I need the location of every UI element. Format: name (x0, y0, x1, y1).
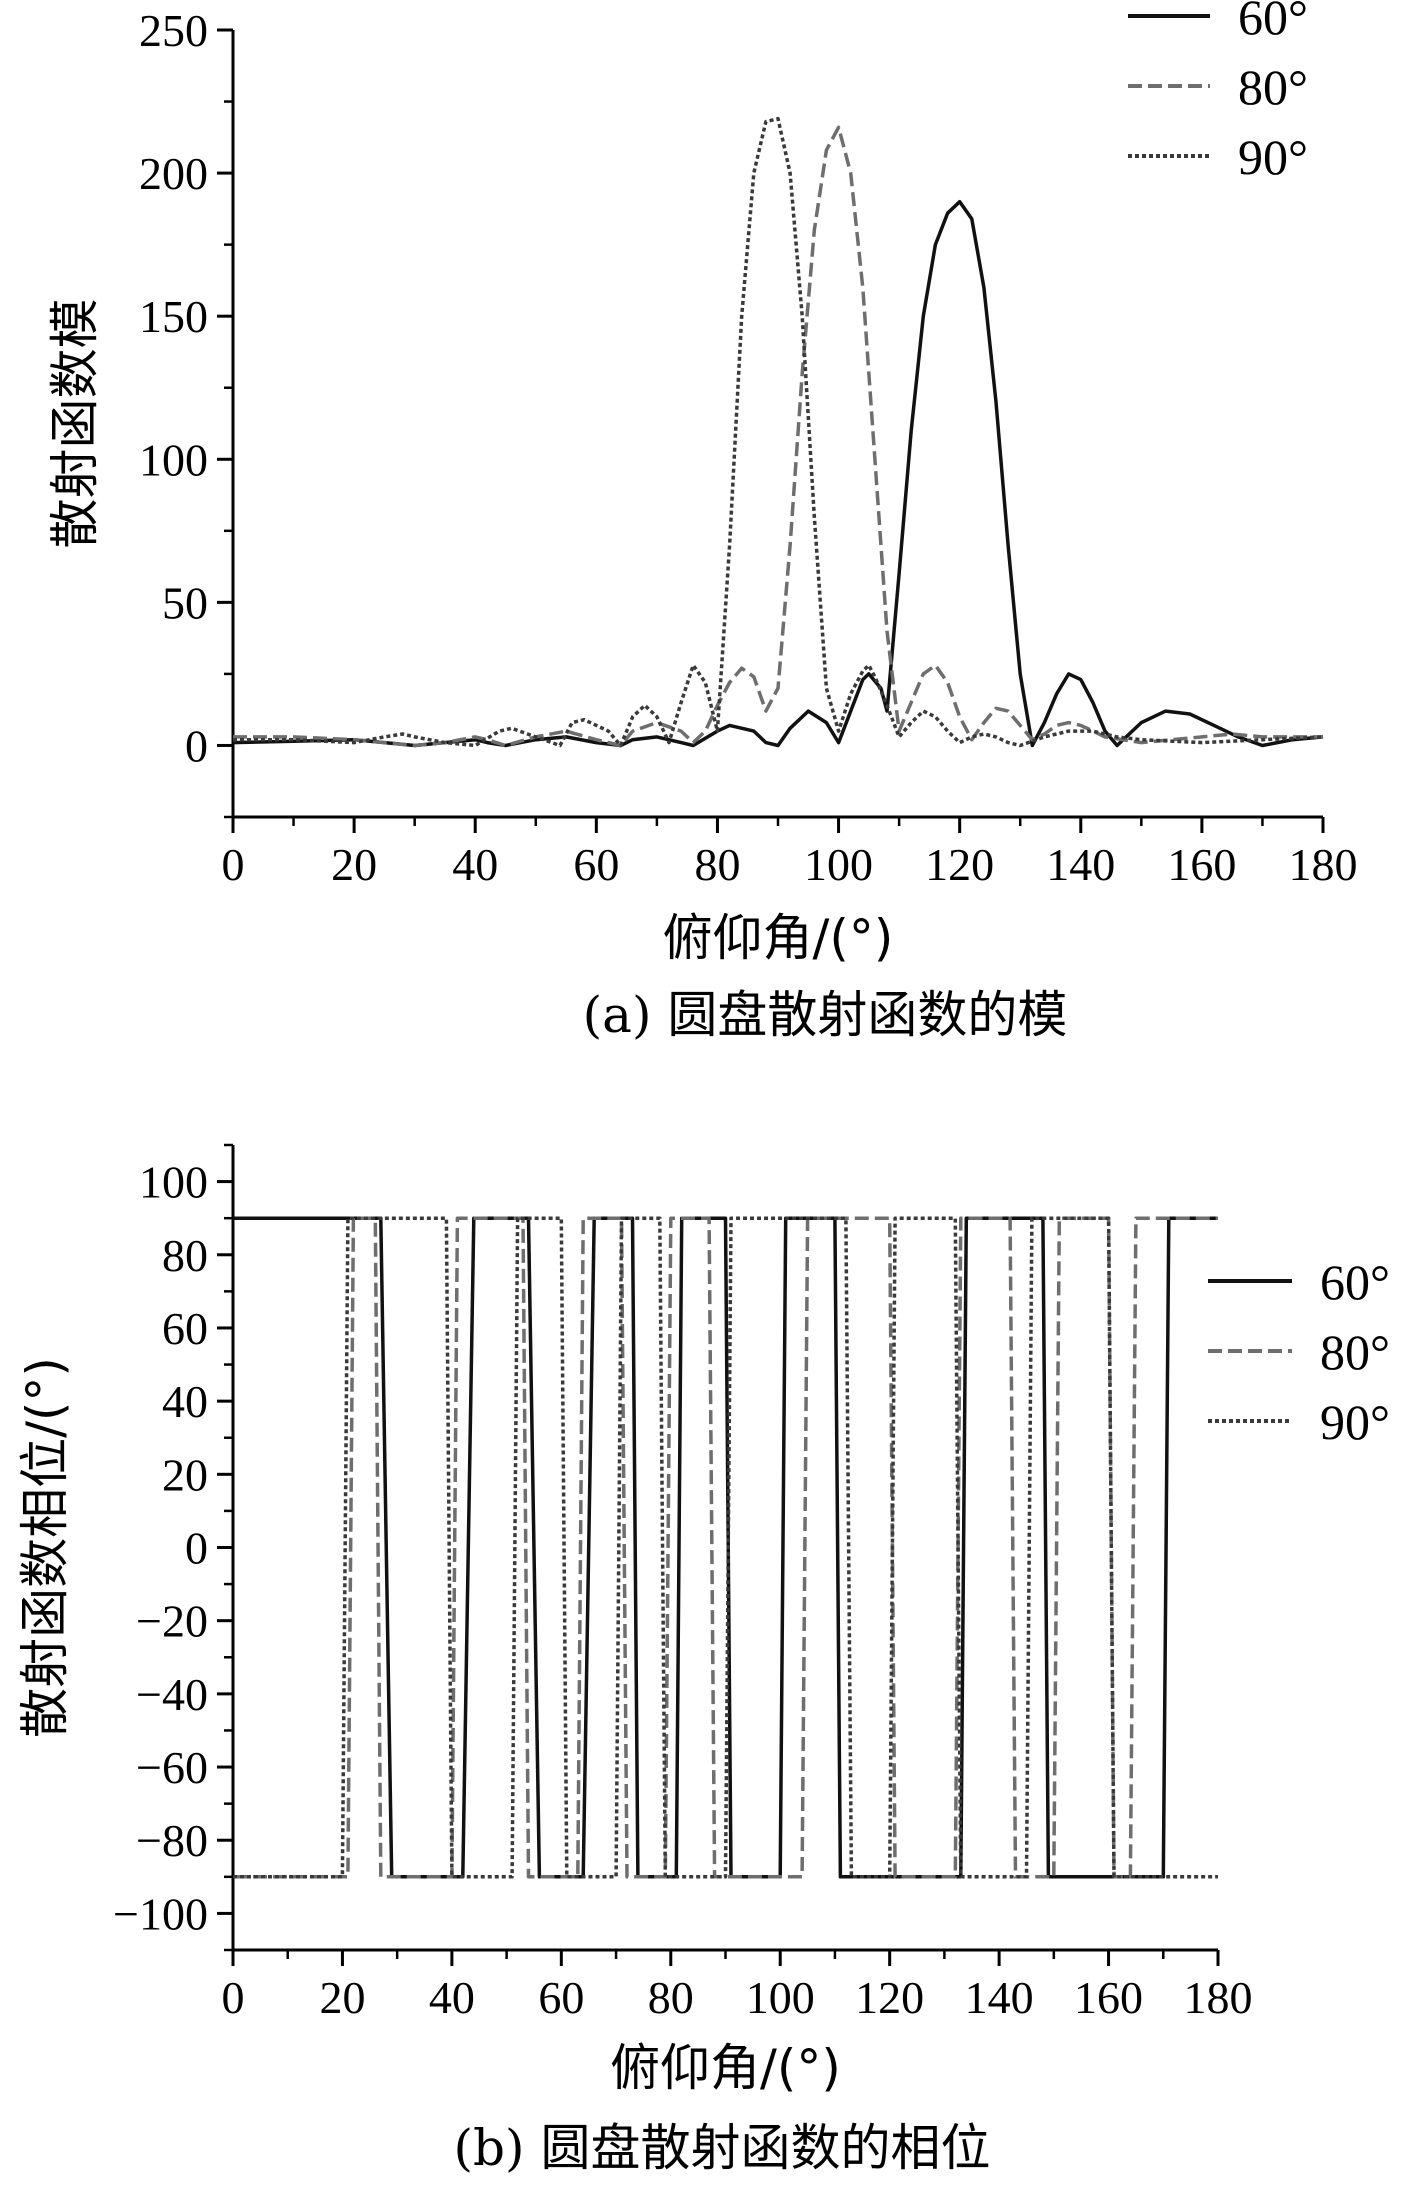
y-tick-label: 80 (162, 1230, 208, 1281)
x-tick-label: 0 (222, 1972, 245, 2023)
legend-label: 80° (1320, 1324, 1390, 1380)
y-tick-label: 50 (162, 577, 208, 628)
x-tick-label: 180 (1184, 1972, 1253, 2023)
legend-label: 60° (1238, 0, 1308, 45)
x-tick-label: 160 (1167, 839, 1236, 890)
y-tick-label: 40 (162, 1376, 208, 1427)
x-tick-label: 20 (331, 839, 377, 890)
x-tick-label: 60 (538, 1972, 584, 2023)
y-axis-title: 散射函数相位/(°) (16, 1357, 74, 1738)
y-tick-label: 0 (185, 1523, 208, 1574)
x-tick-label: 40 (452, 839, 498, 890)
series-line-80deg (233, 125, 1323, 748)
x-tick-label: 20 (319, 1972, 365, 2023)
panel-caption: (a) 圆盘散射函数的模 (583, 986, 1068, 1044)
panel-b-phase-chart: 0 20 40 60 80 100 120 140 160 180 −100 −80 −60 −40 −20… (16, 1143, 1390, 2177)
y-tick-label: 20 (162, 1449, 208, 1500)
series-line-60deg (232, 199, 1324, 748)
x-tick-label: 100 (746, 1972, 815, 2023)
x-tick-label: 180 (1289, 839, 1358, 890)
x-tick-label: 120 (925, 839, 994, 890)
x-tick-label: 140 (1046, 839, 1115, 890)
x-tick-label: 0 (222, 839, 245, 890)
y-tick-label: 250 (139, 5, 208, 56)
series-line-90deg (233, 1216, 1218, 1879)
y-tick-label: −80 (136, 1815, 208, 1866)
x-tick-label: 140 (965, 1972, 1034, 2023)
legend-label: 90° (1238, 129, 1308, 185)
x-tick-label: 40 (429, 1972, 475, 2023)
y-tick-label: 200 (139, 148, 208, 199)
x-tick-label: 80 (648, 1972, 694, 2023)
y-tick-label: 150 (139, 291, 208, 342)
legend-label: 90° (1320, 1394, 1390, 1450)
y-tick-label: 100 (139, 434, 208, 485)
legend-label: 60° (1320, 1254, 1390, 1310)
x-tick-label: 160 (1074, 1972, 1143, 2023)
y-tick-label: 100 (139, 1157, 208, 1208)
y-tick-label: −60 (136, 1742, 208, 1793)
legend-label: 80° (1238, 59, 1308, 115)
y-tick-label: 60 (162, 1303, 208, 1354)
panel-a-magnitude-chart: 0 20 40 60 80 100 120 140 160 180 0 50 100 150 200 250 6… (46, 0, 1358, 1044)
y-axis-title: 散射函数模 (46, 299, 104, 549)
panel-caption: (b) 圆盘散射函数的相位 (454, 2119, 991, 2177)
series-line-80deg (233, 1216, 1218, 1879)
y-tick-label: 0 (185, 720, 208, 771)
x-tick-label: 60 (573, 839, 619, 890)
x-tick-label: 100 (804, 839, 873, 890)
y-tick-label: −20 (136, 1596, 208, 1647)
y-tick-label: −100 (113, 1888, 208, 1939)
y-tick-label: −40 (136, 1669, 208, 1720)
series-line-90deg (233, 116, 1324, 748)
x-tick-label: 120 (855, 1972, 924, 2023)
x-tick-label: 80 (694, 839, 740, 890)
x-axis-title: 俯仰角/(°) (663, 909, 894, 967)
x-axis-title: 俯仰角/(°) (610, 2039, 841, 2097)
